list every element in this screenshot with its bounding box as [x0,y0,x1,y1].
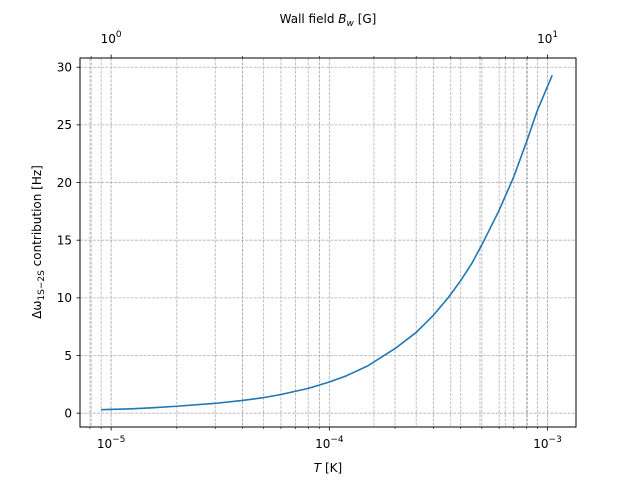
grid [80,58,576,427]
y-tick-label: 0 [64,406,72,420]
x-tick-label: 10−3 [533,435,562,451]
top-tick-label: 100 [101,30,122,46]
y-axis-label: Δω1S−2S contribution [Hz] [30,165,47,319]
series-line [101,74,553,411]
y-tick-label: 25 [57,118,72,132]
x-tick-label: 10−4 [315,435,344,451]
x-axis-label: T [K] [314,461,342,475]
series-layer [101,74,553,411]
tick-labels: 10−5 10−4 10−3 100 101 0 5 10 15 20 25 30 [57,30,562,451]
x-tick-label: 10−5 [97,435,126,451]
ticks [76,54,548,431]
y-tick-label: 20 [57,176,72,190]
y-tick-label: 5 [64,349,72,363]
y-tick-label: 10 [57,291,72,305]
top-tick-label: 101 [537,30,558,46]
y-tick-label: 15 [57,233,72,247]
plot-frame [79,57,577,428]
y-tick-label: 30 [57,61,72,75]
